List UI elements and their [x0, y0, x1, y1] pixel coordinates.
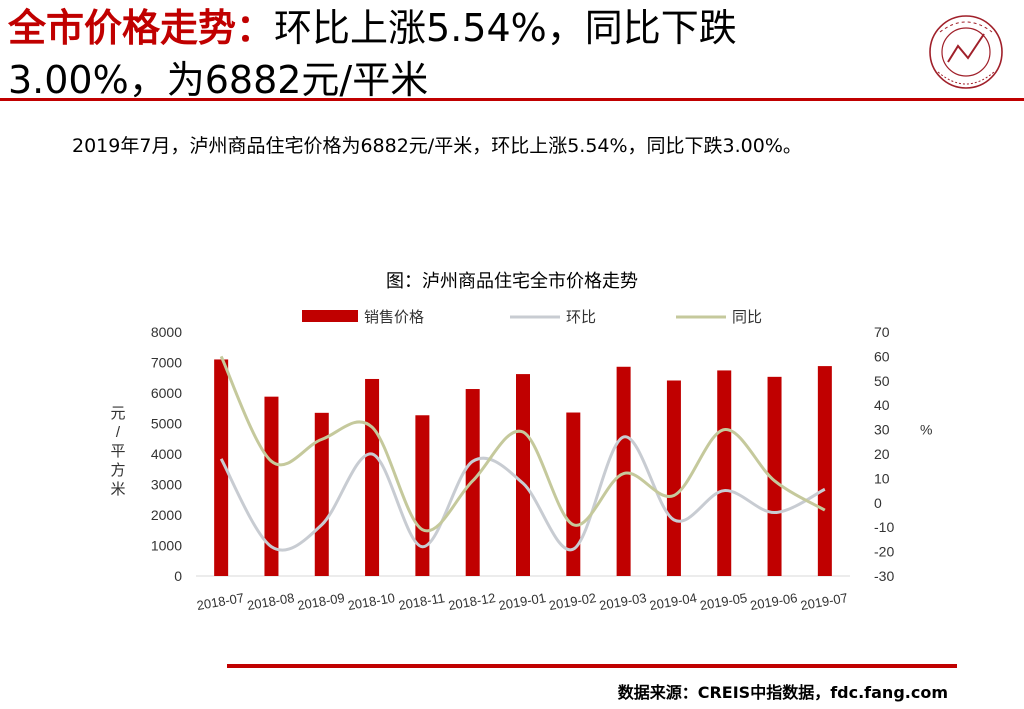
y-right-tick-label: -10 [874, 519, 894, 535]
y-right-tick-label: -20 [874, 544, 894, 560]
y-left-tick-label: 1000 [151, 538, 182, 554]
bar-sales-price [717, 370, 732, 576]
x-tick-label: 2019-04 [648, 590, 698, 613]
x-tick-label: 2018-10 [346, 590, 396, 613]
bar-sales-price [214, 359, 229, 576]
y-left-tick-label: 4000 [151, 446, 182, 462]
y-left-tick-label: 7000 [151, 355, 182, 371]
y-left-tick-label: 6000 [151, 385, 182, 401]
x-tick-label: 2019-05 [699, 590, 749, 613]
bar-sales-price [516, 374, 530, 576]
y-left-tick-label: 0 [174, 568, 182, 584]
y-right-tick-label: 0 [874, 495, 882, 511]
x-tick-label: 2018-08 [246, 590, 296, 613]
line-yoy [219, 355, 826, 533]
price-trend-chart: 0 1000 2000 3000 4000 5000 6000 7000 8000 -30 -20 -… [110, 309, 932, 613]
line-mom [219, 435, 826, 552]
page-title-highlight: 全市价格走势： [8, 6, 275, 50]
bar-sales-price [264, 396, 279, 576]
x-tick-label: 2019-06 [749, 590, 799, 613]
legend-label-yoy: 同比 [732, 309, 762, 326]
china-index-academy-seal-icon [929, 15, 1003, 89]
y-right-axis-label: % [920, 422, 932, 438]
bar-sales-price [616, 366, 631, 576]
y-left-axis-label-char: 方 [110, 462, 125, 479]
y-left-axis-label-char: 元 [110, 405, 125, 422]
data-source: 数据来源：CREIS中指数据，fdc.fang.com [617, 683, 948, 702]
y-left-tick-label: 8000 [151, 324, 182, 340]
x-tick-label: 2018-12 [447, 590, 497, 613]
bar-sales-price [566, 412, 581, 576]
y-left-axis-label-char: 平 [110, 443, 125, 460]
legend-label-sales-price: 销售价格 [364, 309, 424, 326]
legend-swatch-sales-price [302, 310, 358, 322]
bar-sales-price [817, 366, 832, 576]
bar-sales-price [415, 415, 430, 576]
y-left-tick-label: 3000 [151, 477, 182, 493]
y-right-tick-label: 50 [874, 373, 890, 389]
y-left-tick-label: 5000 [151, 416, 182, 432]
y-left-axis-label-char: 米 [110, 481, 125, 498]
x-tick-label: 2019-02 [548, 590, 598, 613]
bar-sales-price [314, 412, 329, 576]
page-title-rest: 环比上涨5.54%，同比下跌3.00%，为6882元/平米 [8, 6, 737, 102]
summary-text: 2019年7月，泸州商品住宅价格为6882元/平米，环比上涨5.54%，同比下跌… [72, 135, 802, 157]
y-right-tick-label: 70 [874, 324, 890, 340]
y-right-tick-label: 30 [874, 422, 890, 438]
bar-sales-price [666, 380, 681, 576]
x-tick-label: 2018-11 [397, 590, 446, 613]
bar-sales-price [767, 376, 782, 576]
bar-sales-price [365, 378, 380, 576]
y-right-tick-label: 40 [874, 397, 890, 413]
legend-label-mom: 环比 [566, 309, 596, 326]
chart-title: 图：泸州商品住宅全市价格走势 [386, 271, 638, 292]
page-title: 全市价格走势：环比上涨5.54%，同比下跌3.00%，为6882元/平米 [8, 2, 888, 106]
x-tick-label: 2019-03 [598, 590, 648, 613]
x-tick-label: 2018-09 [296, 590, 346, 613]
y-left-axis-label-char: / [116, 424, 121, 441]
x-tick-label: 2019-07 [799, 590, 849, 613]
y-right-tick-label: -30 [874, 568, 894, 584]
y-right-tick-label: 10 [874, 470, 890, 486]
x-tick-label: 2019-01 [497, 590, 547, 613]
y-right-tick-label: 20 [874, 446, 890, 462]
y-right-tick-label: 60 [874, 348, 890, 364]
title-divider [0, 98, 1024, 101]
footer-divider [227, 664, 957, 668]
x-tick-label: 2018-07 [196, 590, 246, 613]
y-left-tick-label: 2000 [151, 507, 182, 523]
